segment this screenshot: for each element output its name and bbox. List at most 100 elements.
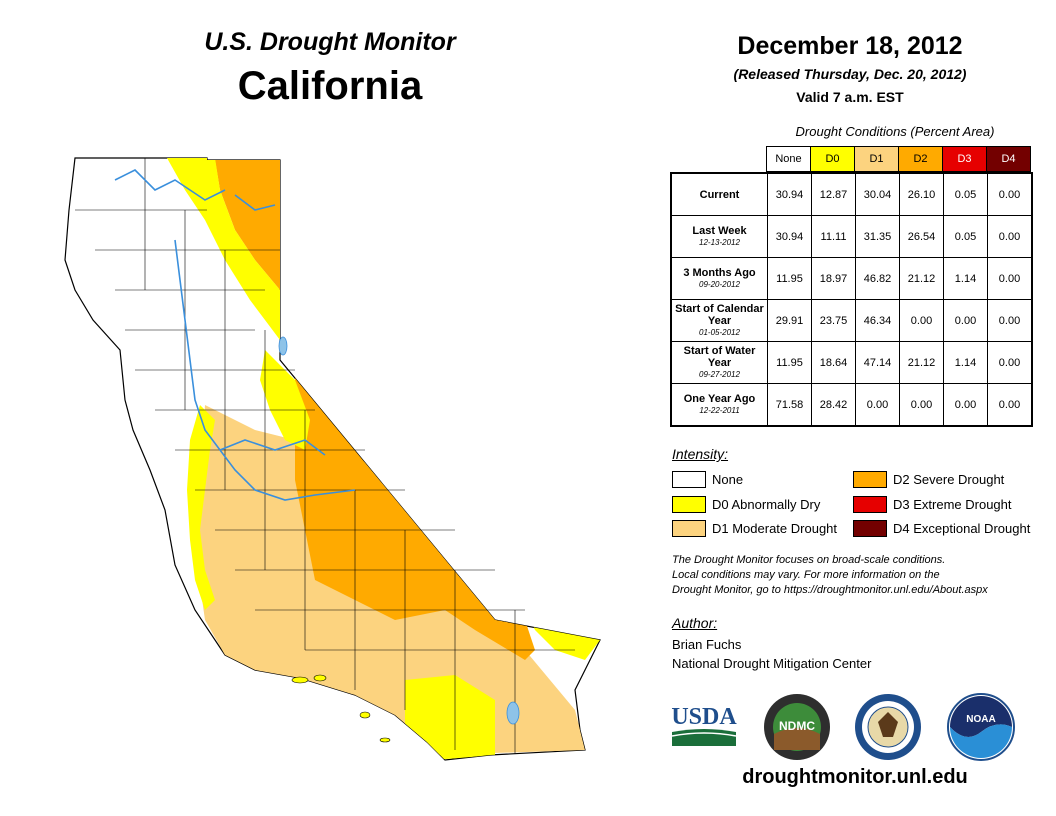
cell-d3: 1.14 <box>943 341 988 384</box>
cell-d0: 28.42 <box>811 383 856 427</box>
california-drought-map <box>64 157 601 761</box>
row-label: Start of Calendar Year 01-05-2012 <box>670 299 768 342</box>
cell-d2: 21.12 <box>899 257 944 300</box>
legend-item-d1: D1 Moderate Drought <box>672 519 837 537</box>
cell-d3: 0.05 <box>943 172 988 216</box>
legend-swatch <box>853 519 887 537</box>
cell-d1: 46.34 <box>855 299 900 342</box>
legend-label: None <box>712 471 744 487</box>
cell-d4: 0.00 <box>987 215 1033 258</box>
cell-d0: 11.11 <box>811 215 856 258</box>
cell-d1: 30.04 <box>855 172 900 216</box>
cell-none: 29.91 <box>767 299 812 342</box>
conditions-table: Current 30.94 12.87 30.04 26.10 0.05 0.0… <box>670 172 1033 427</box>
release-date: (Released Thursday, Dec. 20, 2012) <box>733 66 967 82</box>
cell-d1: 47.14 <box>855 341 900 384</box>
cell-d0: 18.97 <box>811 257 856 300</box>
map-date: December 18, 2012 <box>737 32 963 60</box>
legend-swatch <box>672 470 706 488</box>
col-d2: D2 <box>898 146 943 172</box>
note-line: The Drought Monitor focuses on broad-sca… <box>672 554 946 566</box>
ndmc-logo-text: NDMC <box>779 719 815 733</box>
cell-d2: 26.54 <box>899 215 944 258</box>
legend-swatch <box>672 495 706 513</box>
col-d0: D0 <box>810 146 855 172</box>
noaa-logo-text: NOAA <box>966 714 995 725</box>
cell-d1: 31.35 <box>855 215 900 258</box>
rivers <box>114 169 356 501</box>
table-row: Start of Water Year 09-27-2012 11.95 18.6… <box>670 341 1033 384</box>
valid-time: Valid 7 a.m. EST <box>796 89 904 105</box>
cell-d1: 0.00 <box>855 383 900 427</box>
cell-none: 30.94 <box>767 215 812 258</box>
cell-d2: 0.00 <box>899 383 944 427</box>
commerce-seal <box>855 694 921 760</box>
row-label: Last Week 12-13-2012 <box>670 215 768 258</box>
cell-d4: 0.00 <box>987 383 1033 427</box>
row-label: 3 Months Ago 09-20-2012 <box>670 257 768 300</box>
legend-label: D3 Extreme Drought <box>893 496 1012 512</box>
d0-coast-band <box>187 405 215 610</box>
legend-swatch <box>853 470 887 488</box>
channel-islands <box>291 674 391 743</box>
map-title: California <box>237 64 423 108</box>
cell-none: 11.95 <box>767 341 812 384</box>
d0-northeast-band <box>167 158 280 340</box>
conditions-title: Drought Conditions (Percent Area) <box>795 124 995 139</box>
col-d4: D4 <box>986 146 1031 172</box>
footer-url[interactable]: droughtmonitor.unl.edu <box>742 766 968 788</box>
table-row: Start of Calendar Year 01-05-2012 29.91 2… <box>670 299 1033 342</box>
legend-swatch <box>672 519 706 537</box>
cell-d4: 0.00 <box>987 299 1033 342</box>
table-row: 3 Months Ago 09-20-2012 11.95 18.97 46.82… <box>670 257 1033 300</box>
map-subtitle: U.S. Drought Monitor <box>204 28 456 56</box>
county-lines <box>75 158 575 754</box>
row-label: Start of Water Year 09-27-2012 <box>670 341 768 384</box>
cell-none: 71.58 <box>767 383 812 427</box>
legend-item-d0: D0 Abnormally Dry <box>672 495 820 513</box>
legend-item-d4: D4 Exceptional Drought <box>853 519 1030 537</box>
legend-label: D1 Moderate Drought <box>712 520 838 536</box>
author-name: Brian Fuchs <box>672 637 742 652</box>
salton-sea <box>506 701 520 725</box>
cell-d2: 26.10 <box>899 172 944 216</box>
monitor-note: The Drought Monitor focuses on broad-sca… <box>672 553 1032 598</box>
col-none: None <box>766 146 811 172</box>
legend-swatch <box>853 495 887 513</box>
col-d3: D3 <box>942 146 987 172</box>
lake-tahoe <box>278 336 288 356</box>
cell-d4: 0.00 <box>987 172 1033 216</box>
legend-label: D4 Exceptional Drought <box>893 520 1031 536</box>
ndmc-logo: NDMC <box>764 694 830 760</box>
legend-label: D2 Severe Drought <box>893 471 1005 487</box>
d2-northeast <box>215 160 280 290</box>
cell-none: 30.94 <box>767 172 812 216</box>
d0-south-coast <box>405 675 495 760</box>
table-row: One Year Ago 12-22-2011 71.58 28.42 0.00 … <box>670 383 1033 427</box>
cell-d3: 0.00 <box>943 383 988 427</box>
usda-logo: USDA <box>671 704 737 746</box>
note-line: Local conditions may vary. For more info… <box>672 569 940 581</box>
cell-d4: 0.00 <box>987 257 1033 300</box>
note-line: Drought Monitor, go to https://droughtmo… <box>672 584 988 596</box>
cell-d0: 23.75 <box>811 299 856 342</box>
legend-label: D0 Abnormally Dry <box>712 496 821 512</box>
table-row: Current 30.94 12.87 30.04 26.10 0.05 0.0… <box>670 172 1033 216</box>
author-title: Author: <box>672 615 718 631</box>
legend-item-d3: D3 Extreme Drought <box>853 495 1012 513</box>
usda-logo-text: USDA <box>671 704 737 730</box>
row-label: One Year Ago 12-22-2011 <box>670 383 768 427</box>
cell-d2: 0.00 <box>899 299 944 342</box>
cell-d3: 1.14 <box>943 257 988 300</box>
cell-d4: 0.00 <box>987 341 1033 384</box>
conditions-header: None D0 D1 D2 D3 D4 <box>766 146 1031 172</box>
legend-title: Intensity: <box>672 446 729 462</box>
table-row: Last Week 12-13-2012 30.94 11.11 31.35 26… <box>670 215 1033 258</box>
col-d1: D1 <box>854 146 899 172</box>
row-label: Current <box>670 172 768 216</box>
cell-d3: 0.00 <box>943 299 988 342</box>
cell-d3: 0.05 <box>943 215 988 258</box>
cell-none: 11.95 <box>767 257 812 300</box>
cell-d0: 12.87 <box>811 172 856 216</box>
cell-d1: 46.82 <box>855 257 900 300</box>
